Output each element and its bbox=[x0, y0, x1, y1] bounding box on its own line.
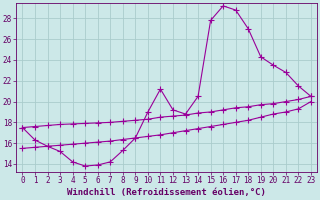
X-axis label: Windchill (Refroidissement éolien,°C): Windchill (Refroidissement éolien,°C) bbox=[67, 188, 266, 197]
